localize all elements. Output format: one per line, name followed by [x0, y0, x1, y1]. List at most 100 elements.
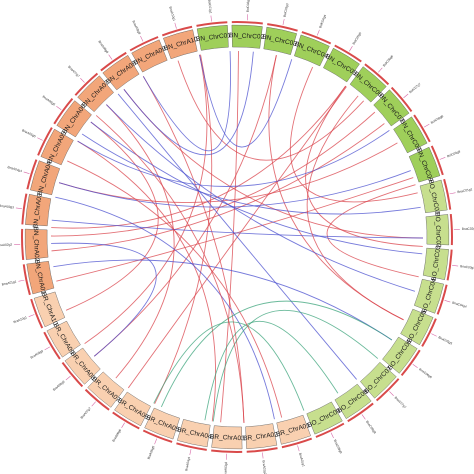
chromosome-track — [267, 23, 298, 32]
gene-tick — [378, 67, 383, 73]
gene-label: BnaA10g1 — [168, 6, 176, 22]
synteny-link — [67, 160, 283, 418]
chromosome-segment — [114, 391, 151, 427]
synteny-link — [51, 123, 385, 252]
gene-label: BraA07g7 — [80, 406, 92, 420]
synteny-link — [160, 300, 393, 408]
synteny-link — [53, 259, 393, 341]
chromosome-track — [74, 72, 99, 96]
synteny-link — [212, 309, 379, 422]
gene-label: BraA09g9 — [30, 349, 44, 360]
synteny-link — [106, 104, 416, 292]
chromosome-track — [22, 264, 31, 296]
synteny-link — [77, 129, 390, 187]
chromosome-label: BN_ChrC01 — [196, 32, 232, 43]
chromosome-track — [421, 318, 437, 347]
gene-label: BnaA08g8 — [97, 40, 109, 55]
chromosome-track — [161, 25, 193, 37]
chromosome-label: BN_ChrC02 — [229, 32, 265, 41]
gene-tick — [297, 445, 300, 452]
chromosome-segment — [231, 24, 263, 49]
gene-label: BnaC02g2 — [462, 227, 474, 232]
synteny-link — [106, 104, 175, 379]
chromosome-track — [112, 411, 140, 430]
chromosome-segment — [373, 89, 410, 127]
gene-tick — [15, 207, 22, 210]
chromosome-segment — [46, 320, 81, 358]
gene-tick — [439, 157, 446, 160]
gene-label: BnaC09g9 — [333, 439, 343, 455]
gene-label: BnaA06g6 — [42, 95, 57, 107]
gene-label: BolC02g2 — [246, 0, 251, 12]
chromosome-segment — [56, 100, 92, 138]
gene-tick — [91, 401, 96, 407]
chromosome-segment — [393, 116, 428, 154]
gene-tick — [44, 346, 50, 351]
chromosome-track — [26, 159, 38, 190]
chromosome-segment — [323, 47, 360, 83]
chromosome-segment — [163, 29, 198, 60]
chromosome-segment — [131, 39, 168, 73]
synteny-link — [95, 115, 245, 423]
chromosome-segment — [349, 66, 387, 103]
gene-tick — [56, 105, 62, 110]
gene-tick — [210, 15, 212, 22]
gene-label: BraA01g1 — [298, 452, 306, 467]
synteny-link — [123, 51, 254, 156]
gene-label: BnaC04g4 — [452, 301, 468, 309]
chromosome-segment — [211, 425, 243, 450]
chromosome-track — [334, 44, 362, 63]
synteny-link — [81, 133, 421, 215]
gene-tick — [28, 314, 35, 317]
gene-label: BnaC06g6 — [418, 367, 433, 379]
gene-label: BnaA04g4 — [7, 165, 23, 173]
gene-label: BraA10g1 — [13, 315, 28, 324]
gene-tick — [330, 432, 334, 439]
gene-label: BnaC05g5 — [438, 335, 453, 345]
synteny-link — [51, 111, 376, 237]
chromosome-segment — [26, 260, 55, 295]
gene-tick — [349, 46, 353, 52]
chromosome-segment — [64, 347, 101, 385]
chromosome-segment — [294, 34, 330, 67]
synteny-link — [142, 51, 231, 152]
chromosome-segment — [263, 26, 297, 55]
gene-label: BraA05g5 — [147, 445, 156, 460]
gene-tick — [174, 22, 177, 29]
synteny-link — [204, 320, 339, 421]
gene-label: BolC06g6 — [382, 54, 394, 67]
chromosome-segment — [24, 228, 49, 260]
chromosome-segment — [30, 160, 60, 196]
gene-label: BolC07g7 — [408, 82, 421, 94]
chromosome-track — [246, 447, 278, 453]
chromosome-track — [53, 98, 74, 125]
chromosome-label: BO_ChrC03 — [431, 245, 443, 281]
gene-label: BraA06g6 — [111, 428, 122, 442]
chromosome-track — [364, 63, 390, 86]
chromosome-label: BR_ChrA03 — [210, 434, 245, 443]
gene-tick — [316, 29, 320, 36]
gene-label: BolC03g3 — [283, 3, 290, 18]
chromosome-segment — [400, 308, 434, 346]
synteny-link — [117, 93, 357, 380]
chromosome-track — [231, 21, 263, 25]
gene-tick — [65, 375, 71, 381]
chromosome-label: BR_ChrA02 — [243, 431, 279, 442]
gene-tick — [121, 422, 125, 428]
chromosome-track — [61, 362, 84, 388]
gene-label: BnaA02g2 — [0, 243, 12, 248]
gene-tick — [154, 438, 158, 445]
chromosome-track — [436, 284, 448, 315]
gene-label: BolC08g8 — [430, 114, 444, 125]
chromosome-track — [446, 249, 453, 281]
synteny-link — [58, 142, 398, 203]
synteny-link — [51, 219, 423, 239]
chromosome-ring: BO_ChrC01BO_ChrC02BO_ChrC03BO_ChrC04BO_C… — [21, 21, 453, 453]
gene-label: BolC01g1 — [207, 0, 213, 14]
gene-tick — [140, 35, 144, 42]
chromosome-track — [21, 193, 28, 225]
chromosome-label: BO_ChrC02 — [434, 212, 442, 248]
chromosome-track — [400, 349, 421, 376]
chromosome-segment — [419, 179, 448, 214]
